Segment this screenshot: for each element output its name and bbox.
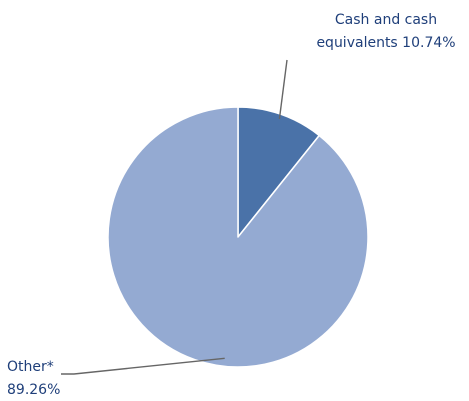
pie-slices	[107, 106, 369, 368]
label-cash-line-1: Cash and cash	[335, 12, 437, 28]
label-cash-line-2: equivalents 10.74%	[316, 35, 455, 51]
pie-slice-other	[107, 106, 369, 368]
label-other-line-1: Other*	[7, 359, 54, 375]
pie-slice-cash	[237, 106, 320, 238]
leader-line-other	[61, 357, 225, 375]
label-other-line-2: 89.26%	[7, 382, 60, 398]
leader-line-cash	[278, 59, 288, 120]
